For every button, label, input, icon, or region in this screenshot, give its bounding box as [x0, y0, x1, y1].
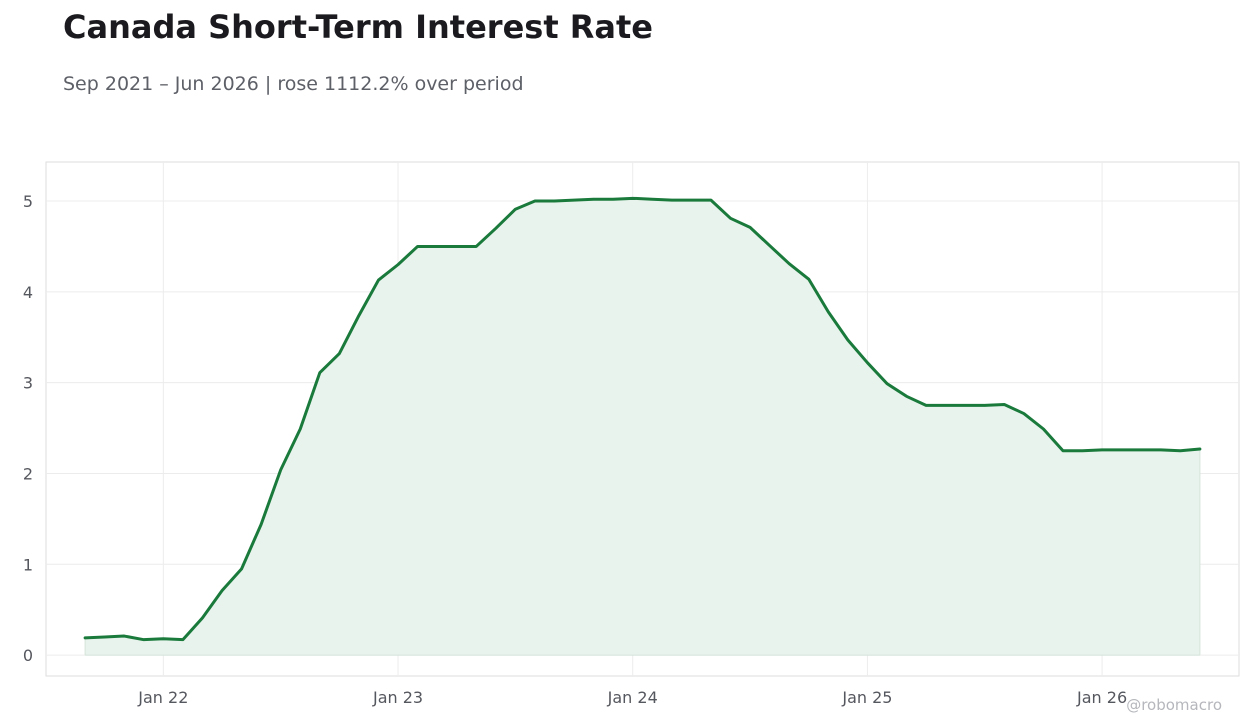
data-point	[514, 208, 517, 211]
data-point	[1120, 448, 1123, 451]
data-point	[279, 468, 282, 471]
x-axis-tick-labels: Jan 22 Jan 23 Jan 24 Jan 25 Jan 26	[137, 688, 1127, 707]
data-point	[221, 589, 224, 592]
data-point	[983, 404, 986, 407]
y-tick-label: 5	[23, 192, 33, 211]
area-fill	[85, 198, 1200, 656]
data-point	[201, 616, 204, 619]
data-point	[1022, 412, 1025, 415]
y-tick-label: 1	[23, 555, 33, 574]
data-point	[533, 200, 536, 203]
data-point	[357, 314, 360, 317]
y-axis-tick-labels: 0 1 2 3 4 5	[23, 192, 33, 665]
watermark: @robomacro	[1126, 696, 1222, 714]
data-point	[84, 636, 87, 639]
y-tick-label: 0	[23, 646, 33, 665]
data-point	[436, 245, 439, 248]
data-point	[944, 404, 947, 407]
data-point	[905, 395, 908, 398]
data-point	[455, 245, 458, 248]
data-point	[181, 638, 184, 641]
data-point	[1061, 449, 1064, 452]
data-point	[475, 245, 478, 248]
data-point	[1003, 403, 1006, 406]
x-tick-label: Jan 23	[372, 688, 423, 707]
data-point	[123, 635, 126, 638]
data-point	[1179, 449, 1182, 452]
data-point	[768, 244, 771, 247]
area-fill-edge	[84, 448, 1201, 656]
x-tick-label: Jan 25	[841, 688, 892, 707]
data-point	[338, 352, 341, 355]
data-point	[397, 263, 400, 266]
data-point	[162, 637, 165, 640]
data-point	[299, 427, 302, 430]
x-tick-label: Jan 26	[1076, 688, 1127, 707]
chart-title: Canada Short-Term Interest Rate	[63, 8, 653, 46]
data-point	[142, 638, 145, 641]
data-point	[1042, 427, 1045, 430]
data-point	[260, 523, 263, 526]
data-point	[240, 567, 243, 570]
data-point	[925, 404, 928, 407]
x-tick-label: Jan 24	[607, 688, 658, 707]
data-point	[690, 199, 693, 202]
data-point	[807, 278, 810, 281]
series-line	[83, 196, 1202, 642]
data-point	[573, 199, 576, 202]
data-point	[494, 227, 497, 230]
chart-subtitle: Sep 2021 – Jun 2026 | rose 1112.2% over …	[63, 73, 524, 95]
data-point	[670, 199, 673, 202]
y-tick-label: 2	[23, 464, 33, 483]
data-point	[788, 262, 791, 265]
data-point	[827, 310, 830, 313]
data-point	[1140, 448, 1143, 451]
data-point	[1198, 447, 1201, 450]
data-point	[651, 198, 654, 201]
y-tick-label: 4	[23, 283, 33, 302]
data-point	[1081, 449, 1084, 452]
x-tick-label: Jan 22	[137, 688, 188, 707]
data-point	[377, 279, 380, 282]
data-point	[1101, 448, 1104, 451]
data-point	[709, 199, 712, 202]
data-point	[103, 635, 106, 638]
y-tick-label: 3	[23, 374, 33, 393]
data-point	[553, 200, 556, 203]
plot-frame	[45, 161, 1240, 677]
data-point	[612, 198, 615, 201]
data-point	[749, 226, 752, 229]
data-point	[1159, 448, 1162, 451]
data-point	[866, 361, 869, 364]
data-point	[416, 245, 419, 248]
data-point	[729, 217, 732, 220]
data-point	[318, 371, 321, 374]
data-point	[846, 338, 849, 341]
data-point	[885, 382, 888, 385]
data-point	[631, 197, 634, 200]
data-point	[592, 198, 595, 201]
data-point	[964, 404, 967, 407]
